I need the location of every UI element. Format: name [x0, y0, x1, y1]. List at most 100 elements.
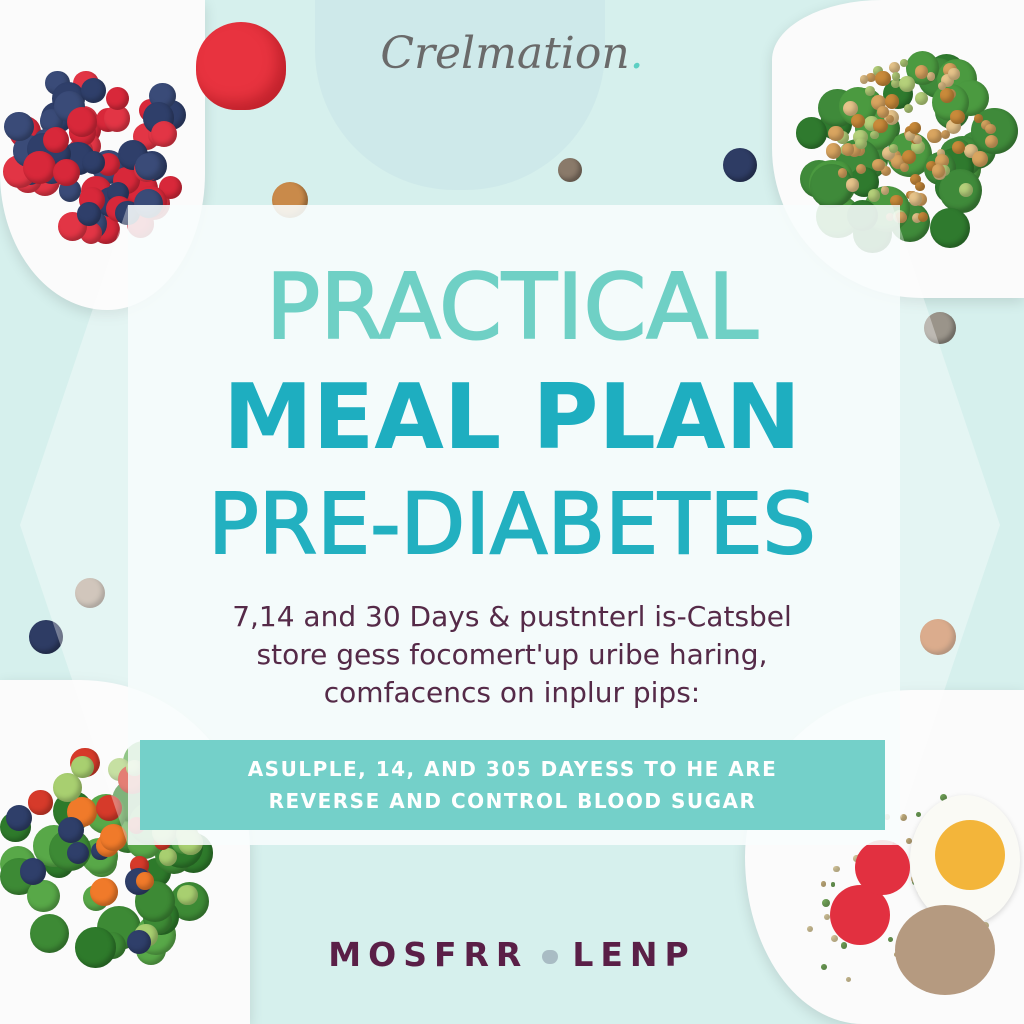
food-piece	[825, 143, 842, 159]
food-piece	[911, 212, 922, 223]
food-piece	[905, 131, 915, 142]
food-piece	[908, 192, 923, 206]
food-piece	[75, 927, 117, 968]
food-piece	[984, 135, 998, 149]
food-piece	[90, 878, 118, 906]
food-piece	[973, 114, 983, 123]
food-piece	[938, 81, 947, 90]
food-piece	[53, 159, 81, 186]
brand-name: Crelmation	[380, 28, 630, 79]
food-piece	[891, 72, 901, 81]
food-piece	[906, 837, 913, 844]
food-piece	[873, 66, 883, 76]
author-first: MOSFRR	[328, 935, 529, 974]
food-piece	[901, 149, 916, 164]
food-piece	[875, 70, 891, 87]
food-piece	[926, 71, 936, 81]
food-piece	[881, 165, 892, 176]
food-piece	[865, 86, 875, 96]
food-piece	[927, 128, 942, 144]
scattered-food	[924, 312, 956, 344]
food-piece	[81, 78, 106, 104]
food-piece	[948, 68, 960, 80]
food-piece	[831, 934, 839, 942]
food-piece	[913, 134, 923, 144]
food-piece	[885, 115, 894, 124]
brand-logo: Crelmation.	[0, 28, 1024, 79]
food-piece	[899, 76, 915, 92]
food-piece	[855, 137, 867, 150]
food-piece	[845, 178, 860, 193]
food-piece	[841, 143, 854, 156]
food-piece	[824, 914, 831, 921]
subtitle-line-2: store gess focomert'up uribe haring,	[256, 638, 768, 671]
strawberry	[830, 885, 890, 945]
food-piece	[127, 930, 152, 955]
food-piece	[940, 130, 950, 140]
food-piece	[95, 795, 122, 822]
food-piece	[916, 812, 922, 818]
food-piece	[880, 186, 890, 195]
title-line-3: PRE-DIABETES	[207, 474, 817, 574]
food-piece	[872, 158, 885, 172]
food-piece	[177, 884, 198, 906]
food-piece	[859, 74, 869, 84]
food-piece	[81, 150, 105, 174]
tagline-banner: ASULPLE, 14, AND 305 DAYESS TO HE ARE RE…	[140, 740, 885, 830]
banner-line-1: ASULPLE, 14, AND 305 DAYESS TO HE ARE	[247, 757, 778, 781]
food-piece	[19, 858, 47, 886]
food-piece	[820, 881, 827, 888]
food-piece	[52, 773, 82, 803]
food-piece	[29, 913, 70, 954]
food-piece	[915, 181, 925, 192]
food-piece	[884, 94, 900, 109]
food-piece	[28, 790, 53, 815]
food-piece	[904, 126, 914, 136]
food-piece	[43, 126, 70, 153]
egg-yolk	[935, 820, 1005, 890]
scattered-food	[558, 158, 582, 182]
food-piece	[910, 174, 922, 185]
food-piece	[77, 202, 102, 226]
food-piece	[99, 824, 127, 852]
food-piece	[106, 86, 130, 110]
food-piece	[58, 816, 85, 843]
scattered-food	[29, 620, 63, 654]
food-piece	[926, 161, 937, 172]
food-piece	[914, 65, 929, 79]
food-piece	[828, 125, 845, 142]
food-piece	[158, 848, 177, 867]
food-piece	[807, 926, 814, 933]
food-piece	[890, 194, 903, 208]
food-piece	[5, 804, 32, 832]
author-last: LENP	[572, 935, 696, 974]
food-piece	[895, 211, 908, 224]
food-piece	[22, 150, 56, 184]
strawberry	[855, 840, 910, 895]
scattered-food	[75, 578, 105, 608]
title-line-2: MEAL PLAN	[223, 365, 801, 470]
food-piece	[931, 164, 946, 178]
author-name: MOSFRR LENP	[0, 935, 1024, 974]
food-piece	[877, 106, 889, 118]
food-piece	[952, 140, 965, 154]
food-piece	[830, 882, 835, 887]
food-piece	[914, 92, 929, 106]
food-piece	[135, 152, 163, 181]
subtitle-line-1: 7,14 and 30 Days & pustnterl is-Catsbel	[232, 600, 792, 633]
strawberry-image	[196, 22, 286, 110]
food-piece	[899, 59, 909, 68]
food-piece	[889, 61, 901, 73]
food-piece	[958, 182, 974, 198]
food-piece	[842, 100, 858, 116]
food-piece	[929, 208, 971, 249]
brand-dot: .	[629, 28, 644, 79]
food-piece	[904, 103, 914, 113]
food-piece	[821, 898, 831, 907]
food-piece	[850, 113, 865, 128]
food-piece	[66, 841, 90, 865]
food-piece	[940, 88, 955, 103]
subtitle-line-3: comfacencs on inplur pips:	[323, 676, 701, 709]
food-piece	[917, 211, 929, 223]
